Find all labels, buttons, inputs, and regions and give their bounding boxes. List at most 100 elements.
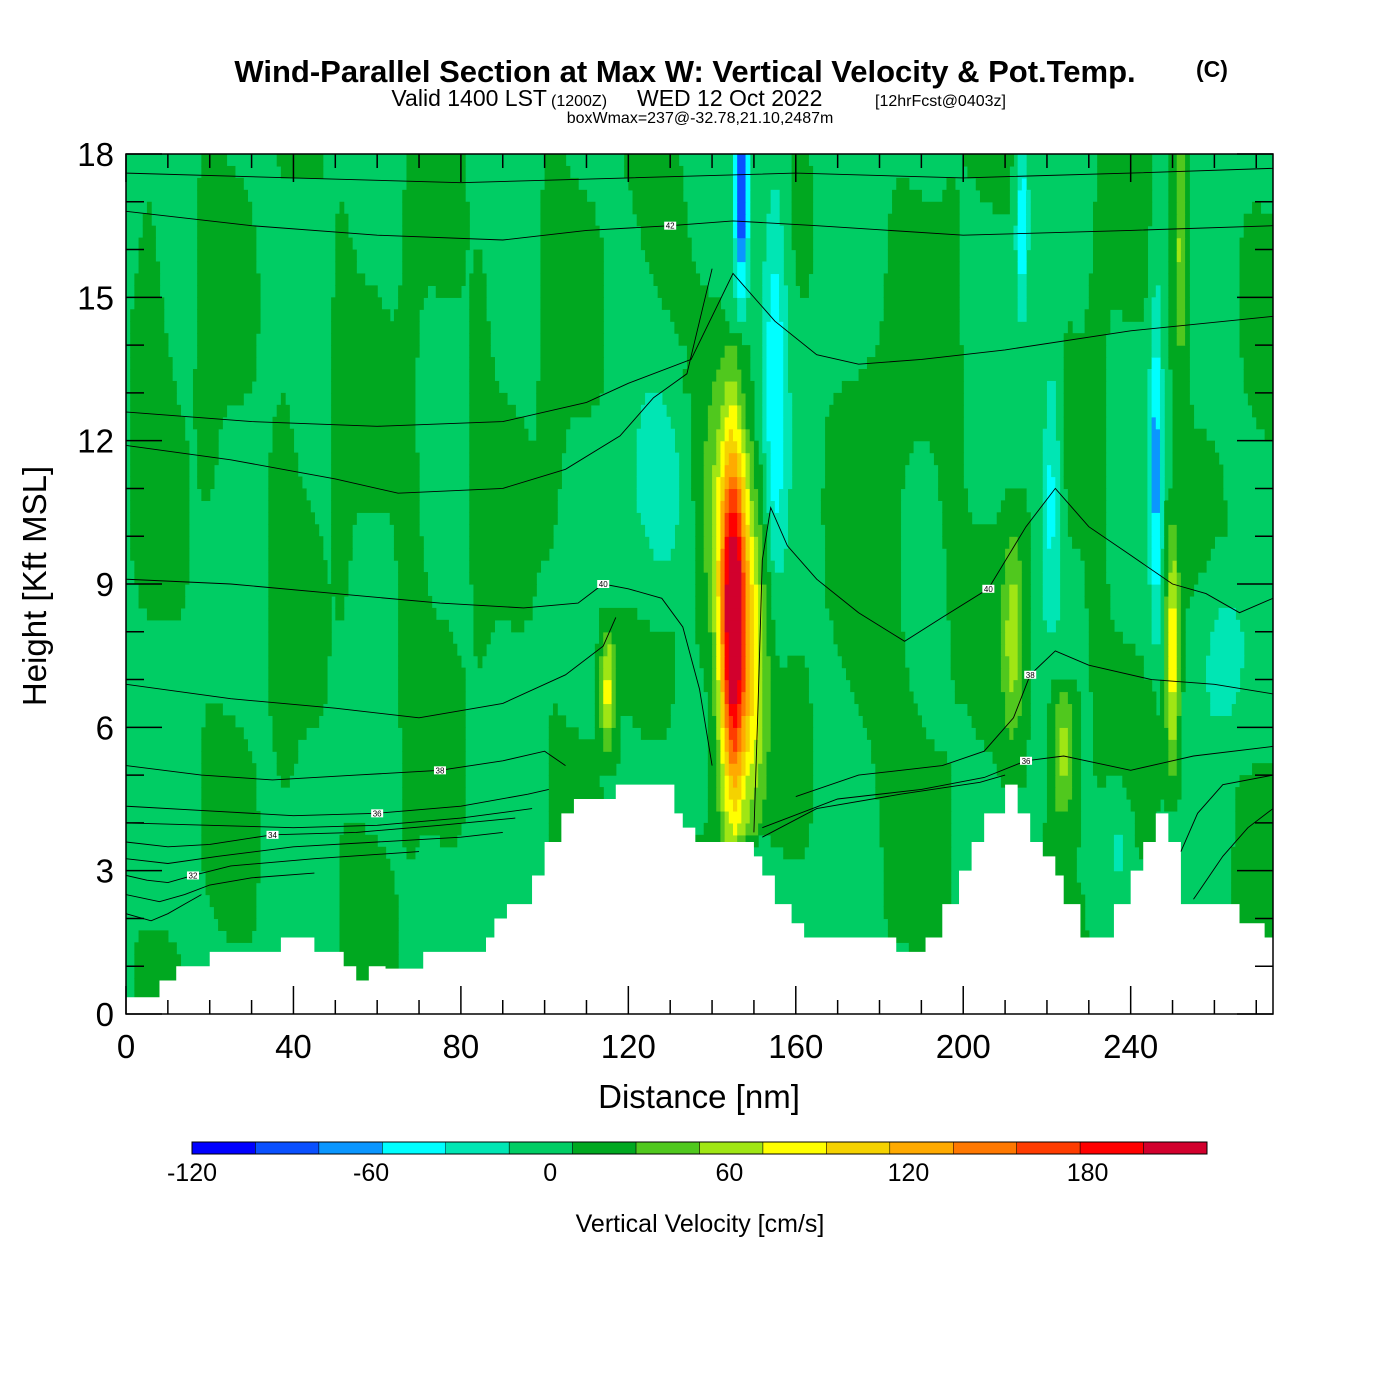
velocity-cell <box>1176 631 1182 645</box>
velocity-cell <box>883 273 960 286</box>
velocity-cell <box>707 739 717 752</box>
velocity-cell <box>728 775 734 788</box>
velocity-cell <box>749 512 755 525</box>
velocity-cell <box>695 560 705 573</box>
velocity-cell <box>728 536 738 549</box>
velocity-cell <box>1210 703 1232 716</box>
velocity-cell <box>1093 703 1157 716</box>
velocity-cell <box>1176 643 1182 657</box>
velocity-cell <box>1042 500 1048 513</box>
velocity-cell <box>703 512 713 525</box>
velocity-cell <box>1017 154 1027 167</box>
velocity-cell <box>871 751 948 764</box>
velocity-cell <box>766 631 776 645</box>
velocity-cell <box>707 703 713 716</box>
velocity-cell <box>1067 321 1073 334</box>
velocity-cell <box>770 297 780 310</box>
velocity-cell <box>1164 679 1169 693</box>
velocity-cell <box>540 357 604 370</box>
velocity-cell <box>758 822 809 836</box>
theta-contour <box>126 167 1273 184</box>
velocity-cell <box>770 189 780 203</box>
velocity-cell <box>1176 165 1186 179</box>
theta-contour <box>126 750 566 781</box>
velocity-cell <box>398 691 466 705</box>
velocity-cell <box>1072 763 1082 776</box>
velocity-cell <box>1247 392 1273 406</box>
velocity-cell <box>280 165 324 179</box>
velocity-cell <box>753 536 759 549</box>
velocity-cell <box>749 607 755 621</box>
velocity-cell <box>707 619 713 633</box>
velocity-cell <box>712 703 717 716</box>
velocity-cell <box>1093 261 1149 275</box>
velocity-cell <box>402 810 466 824</box>
velocity-cell <box>770 512 788 525</box>
velocity-cell <box>724 607 742 621</box>
velocity-cell <box>398 572 428 585</box>
theta-contour <box>126 617 617 719</box>
velocity-cell <box>707 763 717 776</box>
velocity-cell <box>469 404 516 418</box>
velocity-cell <box>766 225 784 239</box>
velocity-cell <box>783 404 793 418</box>
velocity-cell <box>197 249 257 263</box>
velocity-cell <box>712 392 726 406</box>
velocity-cell <box>640 404 667 418</box>
velocity-cell <box>540 261 604 275</box>
velocity-cell <box>594 655 600 669</box>
velocity-cell <box>720 572 726 585</box>
x-tick-labels: 0 40 80 120 160 200 240 <box>117 1028 1158 1065</box>
velocity-cell <box>762 357 768 370</box>
velocity-cell <box>1151 404 1161 418</box>
velocity-cell <box>1042 846 1077 860</box>
velocity-cell <box>1176 548 1211 561</box>
velocity-cell <box>732 165 738 179</box>
velocity-cell <box>724 428 730 442</box>
velocity-cell <box>1176 619 1182 633</box>
velocity-cell <box>758 667 763 681</box>
velocity-cell <box>712 536 717 549</box>
contour-label-bg <box>597 580 610 588</box>
velocity-cell <box>766 643 776 657</box>
velocity-cell <box>1164 560 1169 573</box>
velocity-cell <box>728 428 734 442</box>
velocity-cell <box>1176 715 1182 728</box>
velocity-cell <box>1235 906 1273 920</box>
velocity-cell <box>548 787 604 800</box>
velocity-cell <box>766 476 772 490</box>
velocity-cell <box>707 584 713 597</box>
velocity-cell <box>879 834 952 848</box>
velocity-cell <box>783 380 789 394</box>
theta-contour <box>1193 808 1273 900</box>
velocity-cell <box>1159 703 1165 716</box>
velocity-cell <box>741 440 747 454</box>
velocity-cell <box>745 261 751 275</box>
velocity-cell <box>1063 428 1107 442</box>
velocity-cell <box>699 655 713 669</box>
velocity-cell <box>720 560 726 573</box>
velocity-cell <box>134 966 186 979</box>
velocity-cell <box>783 345 789 358</box>
velocity-cell <box>745 655 751 669</box>
velocity-cell <box>1046 799 1056 812</box>
velocity-cell <box>1147 452 1153 466</box>
velocity-cell <box>1168 691 1178 705</box>
velocity-cell <box>984 739 1027 752</box>
velocity-cell <box>753 452 759 466</box>
velocity-cell <box>1017 595 1023 609</box>
y-tick-4: 12 <box>77 423 114 460</box>
colorbar-segment <box>953 1141 1017 1155</box>
velocity-cell <box>1168 237 1178 251</box>
velocity-cell <box>1151 595 1161 609</box>
velocity-cell <box>846 667 910 681</box>
velocity-cell <box>1239 261 1273 275</box>
velocity-cell <box>1021 177 1027 191</box>
velocity-cell <box>766 775 814 788</box>
velocity-cell <box>1021 595 1031 609</box>
velocity-cell <box>728 524 738 537</box>
velocity-cell <box>1000 775 1027 788</box>
velocity-cell <box>1046 416 1056 430</box>
velocity-cell <box>745 822 759 836</box>
velocity-cell <box>762 691 772 705</box>
